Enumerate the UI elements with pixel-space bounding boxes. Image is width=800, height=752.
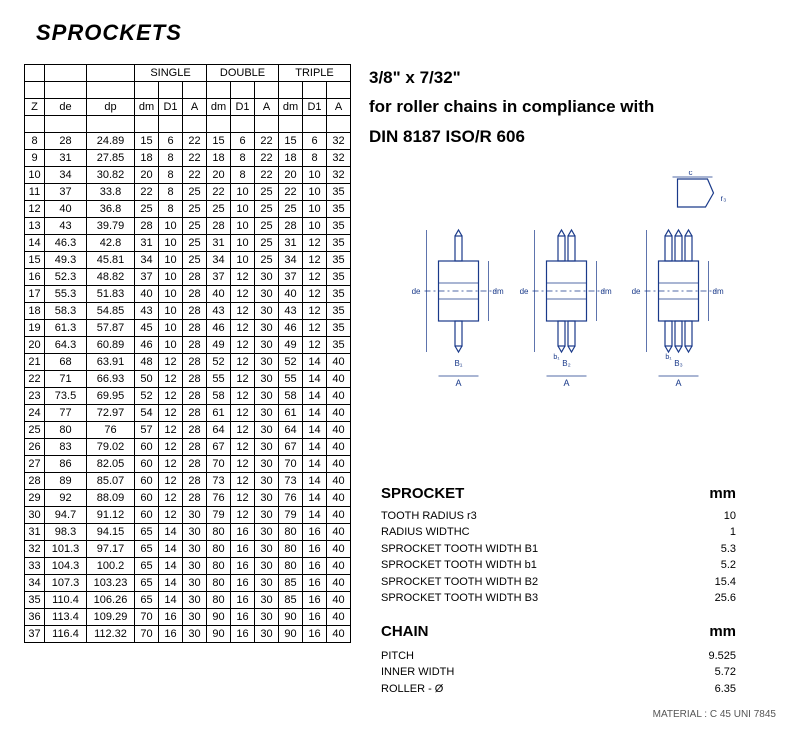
table-row: 34107.3103.23651430801630851640	[25, 575, 351, 592]
table-row: 33104.3100.2651430801630801640	[25, 558, 351, 575]
table-row: 103430.822082220822201032	[25, 167, 351, 184]
spec-row: PITCH9.525	[381, 648, 776, 665]
group-header: TRIPLE	[279, 65, 351, 82]
spec-row: SPROCKET TOOTH WIDTH B215.4	[381, 574, 776, 591]
group-header: SINGLE	[135, 65, 207, 82]
unit-mm-1: mm	[709, 485, 736, 502]
table-row: 288985.07601228731230731440	[25, 473, 351, 490]
svg-text:de: de	[412, 287, 421, 296]
page-title: SPROCKETS	[36, 20, 776, 46]
column-header: D1	[303, 99, 327, 116]
svg-text:B₂: B₂	[562, 359, 570, 368]
table-row: 124036.825825251025251035	[25, 201, 351, 218]
table-row: 3198.394.15651430801630801640	[25, 524, 351, 541]
table-row: 36113.4109.29701630901630901640	[25, 609, 351, 626]
unit-mm-2: mm	[709, 623, 736, 640]
svg-text:A: A	[563, 378, 569, 388]
column-header: Z	[25, 99, 45, 116]
table-row: 82824.89156221562215632	[25, 133, 351, 150]
spec-table: SINGLEDOUBLETRIPLEZdedpdmD1AdmD1AdmD1A82…	[24, 64, 351, 643]
column-header: dp	[87, 99, 135, 116]
spec-row: INNER WIDTH5.72	[381, 664, 776, 681]
svg-text:dm: dm	[713, 287, 724, 296]
column-header: A	[255, 99, 279, 116]
table-row: 1755.351.83401028401230401235	[25, 286, 351, 303]
spec-row: RADIUS WIDTHC1	[381, 524, 776, 541]
column-header: A	[327, 99, 351, 116]
column-header: D1	[231, 99, 255, 116]
table-row: 1858.354.85431028431230431235	[25, 303, 351, 320]
table-row: 227166.93501228551230551440	[25, 371, 351, 388]
chain-desc: for roller chains in compliance with	[369, 96, 776, 119]
table-row: 258076571228641230641440	[25, 422, 351, 439]
spec-row: TOOTH RADIUS r310	[381, 508, 776, 525]
table-row: 216863.91481228521230521440	[25, 354, 351, 371]
svg-text:A: A	[675, 378, 681, 388]
column-header: A	[183, 99, 207, 116]
chain-heading: CHAIN	[381, 623, 429, 640]
svg-text:b₁: b₁	[665, 354, 672, 361]
svg-text:dm: dm	[601, 287, 612, 296]
svg-text:dm: dm	[493, 287, 504, 296]
svg-text:de: de	[632, 287, 641, 296]
table-row: 247772.97541228611230611440	[25, 405, 351, 422]
svg-text:b₁: b₁	[553, 354, 560, 361]
table-row: 32101.397.17651430801630801640	[25, 541, 351, 558]
table-row: 299288.09601228761230761440	[25, 490, 351, 507]
table-row: 3094.791.12601230791230791440	[25, 507, 351, 524]
table-row: 35110.4106.26651430801630851640	[25, 592, 351, 609]
table-row: 268379.02601228671230671440	[25, 439, 351, 456]
table-row: 2064.360.89461028491230491235	[25, 337, 351, 354]
svg-text:A: A	[455, 378, 461, 388]
spec-row: SPROCKET TOOTH WIDTH B15.3	[381, 541, 776, 558]
table-row: 1446.342.8311025311025311235	[25, 235, 351, 252]
spec-row: SPROCKET TOOTH WIDTH B325.6	[381, 590, 776, 607]
sprocket-diagrams: cr₃dedmAB₁dedmAB₂b₁dedmAB₃b₁	[369, 171, 776, 471]
column-header: D1	[159, 99, 183, 116]
group-header: DOUBLE	[207, 65, 279, 82]
table-row: 37116.4112.32701630901630901640	[25, 626, 351, 643]
spec-row: ROLLER - Ø6.35	[381, 681, 776, 698]
chain-size: 3/8" x 7/32"	[369, 68, 776, 88]
spec-table-container: SINGLEDOUBLETRIPLEZdedpdmD1AdmD1AdmD1A82…	[24, 64, 351, 643]
svg-text:r₃: r₃	[721, 194, 727, 203]
material-note: MATERIAL : C 45 UNI 7845	[369, 709, 776, 720]
table-row: 278682.05601228701230701440	[25, 456, 351, 473]
table-row: 1652.348.82371028371230371235	[25, 269, 351, 286]
svg-text:B₁: B₁	[454, 359, 462, 368]
column-header: dm	[135, 99, 159, 116]
table-row: 134339.79281025281025281035	[25, 218, 351, 235]
spec-row: SPROCKET TOOTH WIDTH b15.2	[381, 557, 776, 574]
table-row: 113733.822825221025221035	[25, 184, 351, 201]
sprocket-heading: SPROCKET	[381, 485, 464, 502]
column-header: dm	[207, 99, 231, 116]
table-row: 93127.85188221882218832	[25, 150, 351, 167]
table-row: 1549.345.81341025341025341235	[25, 252, 351, 269]
svg-text:B₃: B₃	[674, 359, 683, 368]
table-row: 1961.357.87451028461230461235	[25, 320, 351, 337]
svg-text:c: c	[689, 171, 693, 177]
chain-standard: DIN 8187 ISO/R 606	[369, 127, 776, 147]
svg-text:de: de	[520, 287, 529, 296]
column-header: dm	[279, 99, 303, 116]
table-row: 2373.569.95521228581230581440	[25, 388, 351, 405]
column-header: de	[45, 99, 87, 116]
